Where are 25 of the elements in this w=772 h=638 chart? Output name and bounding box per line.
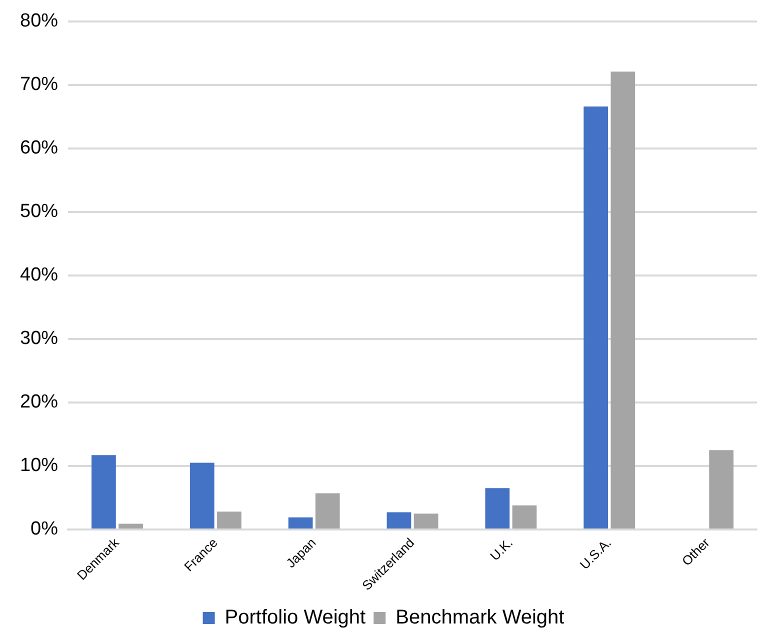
bar xyxy=(190,462,214,528)
bar xyxy=(512,505,537,528)
y-tick-label: 20% xyxy=(20,392,58,413)
bar xyxy=(92,455,116,528)
bar xyxy=(610,72,636,528)
legend-label: Portfolio Weight xyxy=(224,606,366,629)
y-tick-label: 30% xyxy=(20,328,58,350)
y-tick-label: 50% xyxy=(20,201,58,222)
y-tick-label: 80% xyxy=(20,10,58,32)
x-tick-label: U.K. xyxy=(487,535,516,564)
bar xyxy=(217,512,242,528)
bar xyxy=(485,488,510,528)
bar xyxy=(414,514,438,528)
bar xyxy=(288,517,313,528)
y-tick-label: 60% xyxy=(20,138,58,159)
y-tick-label: 70% xyxy=(20,74,58,96)
bar xyxy=(118,524,143,528)
bar xyxy=(386,512,412,528)
bar xyxy=(315,493,340,528)
y-tick-label: 10% xyxy=(20,455,58,476)
bar xyxy=(584,106,608,528)
bar xyxy=(709,450,734,528)
y-tick-label: 0% xyxy=(30,518,58,540)
y-tick-label: 40% xyxy=(20,264,58,286)
legend-label: Benchmark Weight xyxy=(396,606,565,629)
